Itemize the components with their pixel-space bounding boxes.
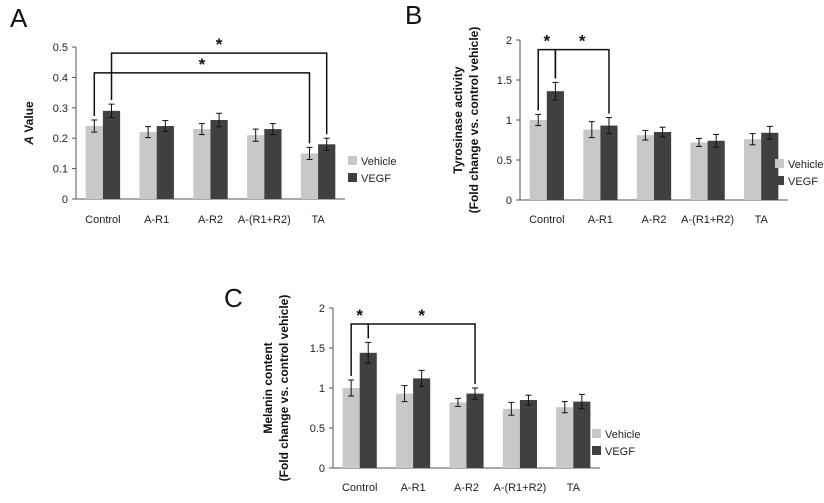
y-tick-label: 0.3 — [53, 103, 68, 115]
category-label: A-(R1+R2) — [681, 214, 734, 226]
category-label: TA — [567, 482, 581, 494]
bar-vegf — [318, 144, 336, 199]
significance-bracket — [554, 48, 610, 114]
legend-label: VEGF — [788, 176, 818, 188]
bar-vegf — [546, 91, 564, 200]
bar-vehicle — [583, 129, 601, 200]
panel-label: B — [405, 0, 422, 30]
bar-vehicle — [502, 408, 520, 468]
bar-vehicle — [396, 393, 414, 468]
y-tick-label: 1 — [319, 383, 325, 395]
significance-bracket — [367, 323, 476, 384]
bar-vegf — [707, 140, 725, 200]
bar-vehicle — [744, 139, 762, 200]
significance-bracket — [93, 72, 311, 144]
legend-swatch — [592, 429, 601, 438]
y-tick-label: 0.5 — [310, 423, 325, 435]
y-tick-label: 2 — [506, 35, 512, 47]
bar-vehicle — [300, 153, 319, 199]
bar-vehicle — [636, 135, 654, 200]
significance-star: * — [199, 55, 206, 74]
bar-vegf — [600, 125, 618, 200]
panel-label: C — [224, 283, 243, 313]
y-tick-label: 0 — [319, 463, 325, 475]
bar-vehicle — [529, 120, 547, 200]
significance-star: * — [579, 32, 586, 51]
category-label: A-(R1+R2) — [238, 214, 291, 226]
bar-vegf — [466, 393, 484, 468]
bar-vehicle — [342, 388, 360, 468]
legend-swatch — [592, 446, 601, 455]
category-label: Control — [342, 482, 377, 494]
category-label: A-(R1+R2) — [493, 482, 546, 494]
bar-vehicle — [690, 142, 708, 200]
panel-b: B 0 0.5 1 1.5 2 Tyrosinase activity (Fold chang… — [405, 0, 823, 226]
significance-bracket — [110, 52, 328, 135]
y-tick-label: 1 — [506, 115, 512, 127]
significance-star: * — [418, 306, 425, 325]
bar-vegf — [761, 132, 779, 200]
significance-star: * — [216, 35, 223, 54]
bar-vehicle — [556, 407, 574, 468]
y-tick-label: 0.1 — [53, 164, 68, 176]
y-axis-label-line: (Fold change vs. control vehicle) — [467, 27, 481, 214]
panel-c: C 0 0.5 1 1.5 2 Melanin content (Fold change vs… — [224, 283, 640, 494]
significance-star: * — [356, 306, 363, 325]
category-label: TA — [311, 214, 325, 226]
y-tick-label: 0.5 — [497, 155, 512, 167]
panel-label: A — [10, 3, 28, 33]
legend-swatch — [348, 156, 357, 165]
panel-a: A 0 0.1 0.2 0.3 0.4 0.5 A Value Control A-R1 A-R2 A… — [10, 3, 396, 226]
category-label: A-R1 — [144, 214, 169, 226]
legend-label: Vehicle — [361, 156, 396, 168]
bar-vegf — [654, 132, 672, 200]
y-tick-label: 1.5 — [497, 75, 512, 87]
y-tick-label: 1.5 — [310, 343, 325, 355]
bar-vehicle — [139, 132, 157, 199]
bar-vehicle — [247, 135, 265, 199]
y-axis-label-line: Tyrosinase activity — [451, 66, 465, 173]
y-tick-label: 0 — [62, 194, 68, 206]
bar-vegf — [519, 400, 537, 468]
y-tick-label: 0 — [506, 195, 512, 207]
category-label: Control — [85, 214, 120, 226]
category-label: A-R2 — [198, 214, 223, 226]
y-tick-label: 0.5 — [53, 42, 68, 54]
bar-vehicle — [449, 402, 467, 468]
bar-vegf — [359, 352, 377, 468]
legend-label: VEGF — [605, 446, 635, 458]
y-axis-label-line: (Fold change vs. control vehicle) — [277, 295, 291, 482]
y-axis-label-part: Value — [22, 101, 36, 136]
y-tick-label: 2 — [319, 303, 325, 315]
category-label: A-R2 — [641, 214, 666, 226]
bar-vegf — [102, 110, 121, 199]
legend-swatch — [775, 176, 784, 185]
legend-label: VEGF — [361, 173, 391, 185]
category-label: A-R1 — [401, 482, 426, 494]
legend-swatch — [348, 173, 357, 182]
y-axis-label-line: Melanin content — [261, 342, 275, 433]
significance-star: * — [543, 32, 550, 51]
y-axis-label: A Value — [22, 101, 36, 146]
y-tick-label: 0.2 — [53, 133, 68, 145]
bar-vegf — [210, 119, 228, 199]
legend-label: Vehicle — [605, 429, 640, 441]
legend-label: Vehicle — [788, 159, 823, 171]
bar-vegf — [573, 401, 591, 468]
y-axis-label-part: A — [22, 136, 36, 146]
legend-swatch — [775, 159, 784, 168]
bar-vehicle — [193, 129, 211, 199]
bar-vegf — [156, 126, 174, 199]
bar-vehicle — [85, 126, 103, 199]
category-label: Control — [529, 214, 564, 226]
category-label: A-R2 — [454, 482, 479, 494]
y-tick-label: 0.4 — [53, 72, 68, 84]
category-label: A-R1 — [588, 214, 613, 226]
bar-vegf — [413, 378, 431, 468]
category-label: TA — [755, 214, 769, 226]
bar-vegf — [264, 129, 282, 199]
